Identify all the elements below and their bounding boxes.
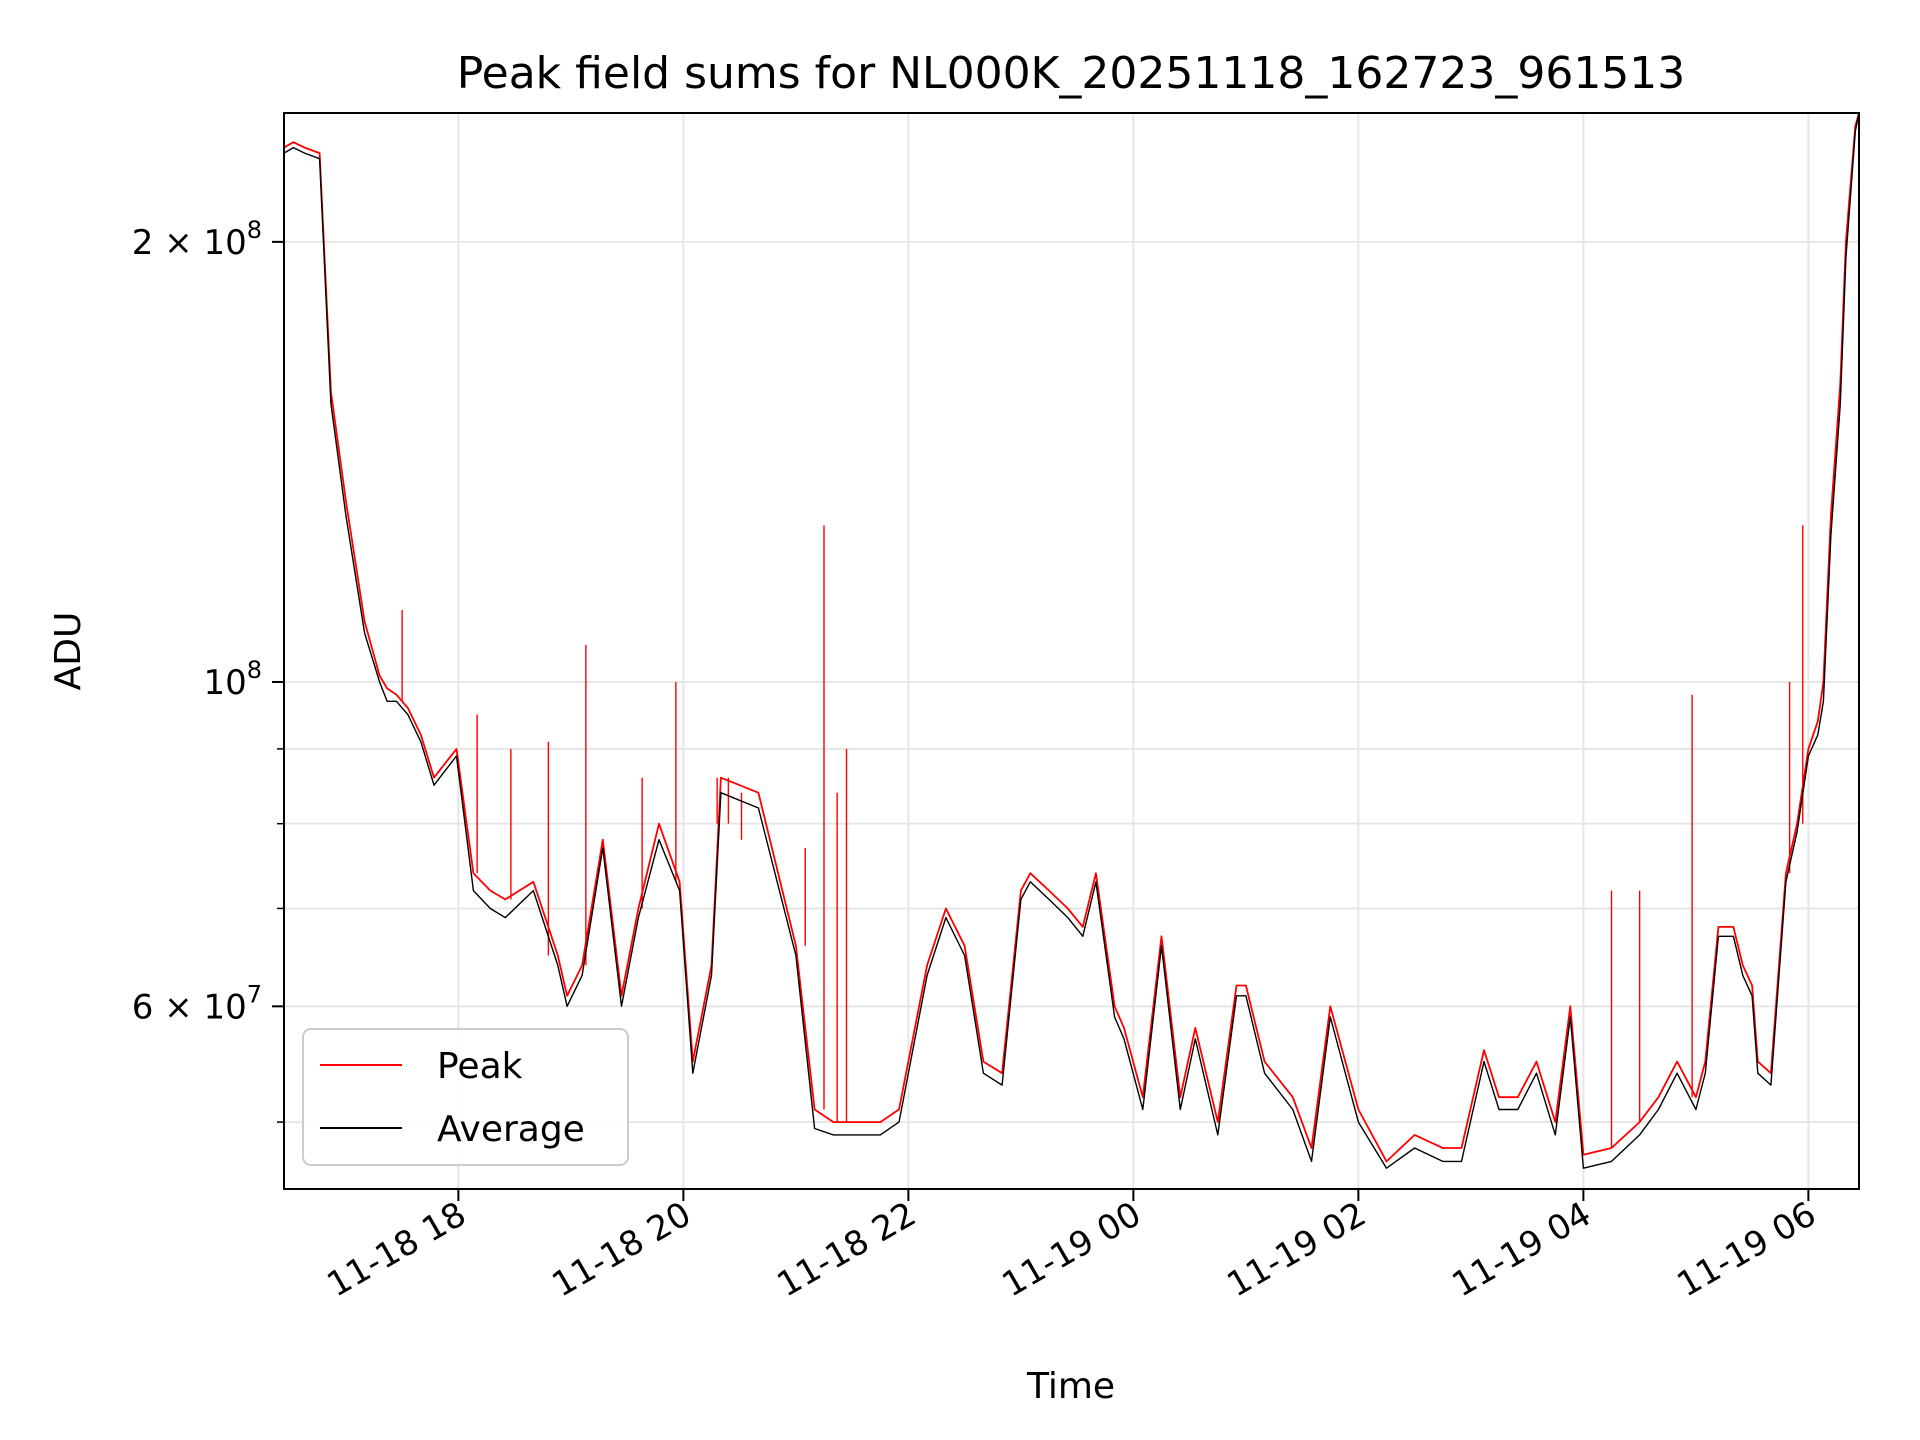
grid bbox=[284, 113, 1859, 1189]
series-line-average bbox=[284, 113, 1859, 1169]
y-tick-label: 108 bbox=[203, 656, 262, 703]
y-tick-label: 2 × 108 bbox=[132, 216, 262, 263]
legend-label-average: Average bbox=[437, 1109, 585, 1150]
y-axis: 2 × 108 108 6 × 107 bbox=[132, 216, 284, 1123]
plot-frame bbox=[283, 112, 1860, 1190]
legend-box bbox=[302, 1028, 629, 1166]
legend-label-peak: Peak bbox=[437, 1046, 523, 1087]
y-tick-label: 6 × 107 bbox=[132, 980, 262, 1027]
x-axis-label: Time bbox=[1026, 1366, 1115, 1407]
series-line-peak bbox=[284, 113, 1859, 1163]
legend: Peak Average bbox=[302, 1028, 629, 1166]
chart-title: Peak field sums for NL000K_20251118_1627… bbox=[457, 48, 1686, 99]
y-axis-label: ADU bbox=[48, 612, 89, 691]
series-lines bbox=[284, 113, 1859, 1169]
